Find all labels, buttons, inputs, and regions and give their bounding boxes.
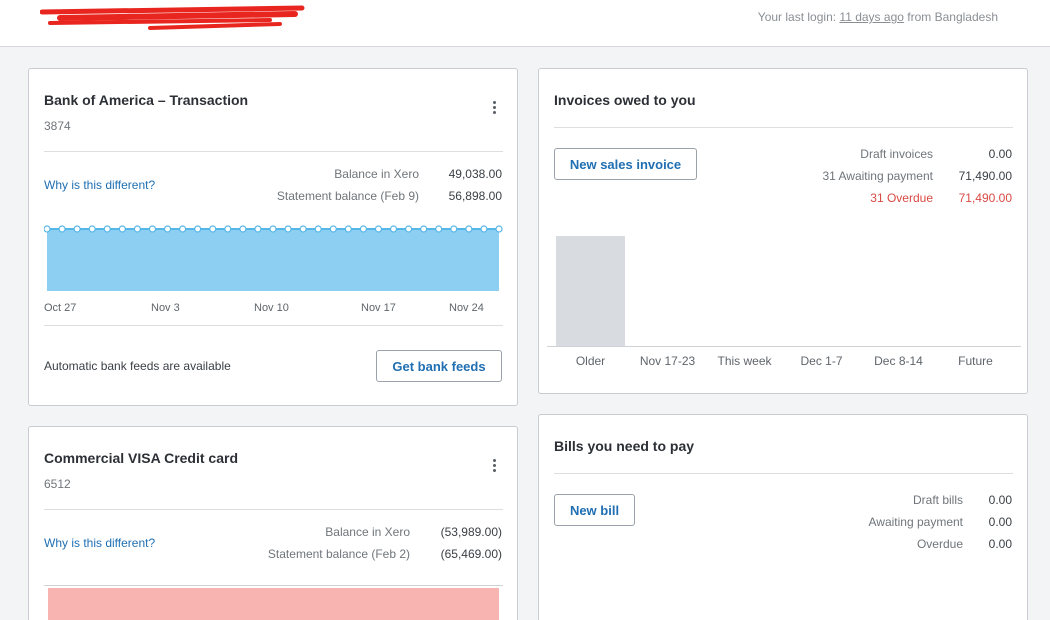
balance-point[interactable] bbox=[148, 225, 157, 233]
last-login-prefix: Your last login: bbox=[757, 10, 837, 24]
new-sales-invoice-button[interactable]: New sales invoice bbox=[554, 148, 697, 180]
top-bar: Your last login: 11 days ago from Bangla… bbox=[0, 0, 1050, 47]
balance-point[interactable] bbox=[133, 225, 142, 233]
balance-point[interactable] bbox=[420, 225, 428, 233]
balance-point[interactable] bbox=[73, 225, 81, 233]
balance-point[interactable] bbox=[329, 225, 337, 233]
credit-card-number: 6512 bbox=[44, 477, 71, 491]
get-bank-feeds-button[interactable]: Get bank feeds bbox=[376, 350, 502, 382]
awaiting-payment-bills-label[interactable]: Awaiting payment bbox=[868, 515, 964, 529]
x-tick-label: Nov 17 bbox=[361, 302, 396, 314]
invoices-chart-baseline bbox=[547, 346, 1021, 347]
x-tick-label: Older bbox=[575, 354, 606, 368]
x-tick-label: Oct 27 bbox=[44, 302, 77, 314]
new-bill-button[interactable]: New bill bbox=[554, 494, 635, 526]
awaiting-payment-value: 71,490.00 bbox=[958, 169, 1012, 183]
balance-point[interactable] bbox=[495, 225, 503, 233]
balance-point[interactable] bbox=[359, 225, 367, 233]
bank-feeds-text: Automatic bank feeds are available bbox=[44, 359, 231, 373]
statement-balance-value: 56,898.00 bbox=[448, 189, 502, 203]
balance-xero-label: Balance in Xero bbox=[334, 167, 419, 181]
bank-account-title[interactable]: Bank of America – Transaction bbox=[44, 92, 249, 108]
x-tick-label: Future bbox=[958, 354, 993, 368]
balance-point[interactable] bbox=[374, 225, 383, 233]
chart-top-line bbox=[44, 585, 503, 586]
invoices-title[interactable]: Invoices owed to you bbox=[554, 92, 696, 108]
balance-point[interactable] bbox=[239, 225, 247, 233]
x-tick-label: Dec 8-14 bbox=[874, 354, 923, 368]
overdue-bills-label[interactable]: Overdue bbox=[916, 537, 963, 551]
why-different-link[interactable]: Why is this different? bbox=[44, 536, 156, 550]
balance-xero-value: 49,038.00 bbox=[448, 167, 502, 181]
balance-area bbox=[47, 229, 499, 291]
balance-point[interactable] bbox=[465, 225, 473, 233]
balance-point[interactable] bbox=[344, 225, 352, 233]
balance-point[interactable] bbox=[58, 225, 66, 233]
draft-bills-label[interactable]: Draft bills bbox=[912, 493, 963, 507]
bills-card: Bills you need to pay New bill Draft bil… bbox=[538, 414, 1028, 620]
statement-balance-label: Statement balance (Feb 2) bbox=[267, 547, 410, 561]
draft-bills-value: 0.00 bbox=[988, 493, 1012, 507]
balance-point[interactable] bbox=[194, 225, 202, 233]
awaiting-payment-bills-value: 0.00 bbox=[988, 515, 1012, 529]
balance-point[interactable] bbox=[118, 225, 126, 233]
overdue-invoices-value: 71,490.00 bbox=[958, 191, 1012, 205]
credit-card-balance-chart bbox=[48, 588, 499, 620]
last-login-link[interactable]: 11 days ago bbox=[839, 10, 904, 24]
balance-point[interactable] bbox=[44, 225, 51, 233]
statement-balance-label: Statement balance (Feb 9) bbox=[276, 189, 419, 203]
divider bbox=[554, 473, 1013, 474]
balance-point[interactable] bbox=[405, 225, 413, 233]
overdue-bills-value: 0.00 bbox=[988, 537, 1012, 551]
balance-point[interactable] bbox=[163, 225, 172, 233]
balance-point[interactable] bbox=[299, 225, 307, 233]
bank-card-menu-icon[interactable] bbox=[488, 99, 500, 117]
x-tick-label: Nov 24 bbox=[449, 302, 484, 314]
draft-invoices-value: 0.00 bbox=[988, 147, 1012, 161]
balance-point[interactable] bbox=[209, 225, 217, 233]
bank-balance-chart bbox=[44, 225, 503, 291]
balance-point[interactable] bbox=[269, 225, 277, 233]
statement-balance-value: (65,469.00) bbox=[440, 547, 502, 561]
balance-point[interactable] bbox=[88, 225, 96, 233]
balance-point[interactable] bbox=[435, 225, 443, 233]
bank-account-number: 3874 bbox=[44, 119, 71, 133]
x-tick-label: Nov 10 bbox=[254, 302, 289, 314]
divider bbox=[44, 151, 503, 152]
x-tick-label: Nov 17-23 bbox=[639, 354, 696, 368]
balance-xero-label: Balance in Xero bbox=[325, 525, 410, 539]
x-tick-label: Dec 1-7 bbox=[800, 354, 843, 368]
overdue-invoices-label[interactable]: 31 Overdue bbox=[870, 191, 933, 205]
balance-point[interactable] bbox=[179, 225, 187, 233]
bank-account-card: Bank of America – Transaction 3874 Why i… bbox=[28, 68, 518, 406]
invoice-bar[interactable] bbox=[556, 236, 625, 346]
draft-invoices-label[interactable]: Draft invoices bbox=[860, 147, 933, 161]
balance-point[interactable] bbox=[450, 225, 458, 233]
awaiting-payment-label[interactable]: 31 Awaiting payment bbox=[822, 169, 933, 183]
divider bbox=[44, 325, 503, 326]
balance-point[interactable] bbox=[284, 225, 292, 233]
balance-point[interactable] bbox=[254, 225, 262, 233]
balance-point[interactable] bbox=[314, 225, 322, 233]
credit-card-card: Commercial VISA Credit card 6512 Why is … bbox=[28, 426, 518, 620]
invoices-card: Invoices owed to you New sales invoice D… bbox=[538, 68, 1028, 394]
balance-point[interactable] bbox=[480, 225, 488, 233]
balance-point[interactable] bbox=[103, 225, 111, 233]
divider bbox=[554, 127, 1013, 128]
credit-card-menu-icon[interactable] bbox=[488, 457, 500, 475]
credit-card-title[interactable]: Commercial VISA Credit card bbox=[44, 450, 238, 466]
bills-title[interactable]: Bills you need to pay bbox=[554, 438, 695, 454]
balance-xero-value: (53,989.00) bbox=[440, 525, 502, 539]
balance-point[interactable] bbox=[224, 225, 232, 233]
x-tick-label: Nov 3 bbox=[151, 302, 180, 314]
redacted-org-name bbox=[40, 5, 305, 30]
balance-point[interactable] bbox=[389, 225, 398, 233]
last-login-info: Your last login: 11 days ago from Bangla… bbox=[758, 10, 998, 24]
x-tick-label: This week bbox=[717, 354, 772, 368]
divider bbox=[44, 509, 503, 510]
last-login-suffix: from Bangladesh bbox=[907, 10, 998, 24]
why-different-link[interactable]: Why is this different? bbox=[44, 178, 156, 192]
